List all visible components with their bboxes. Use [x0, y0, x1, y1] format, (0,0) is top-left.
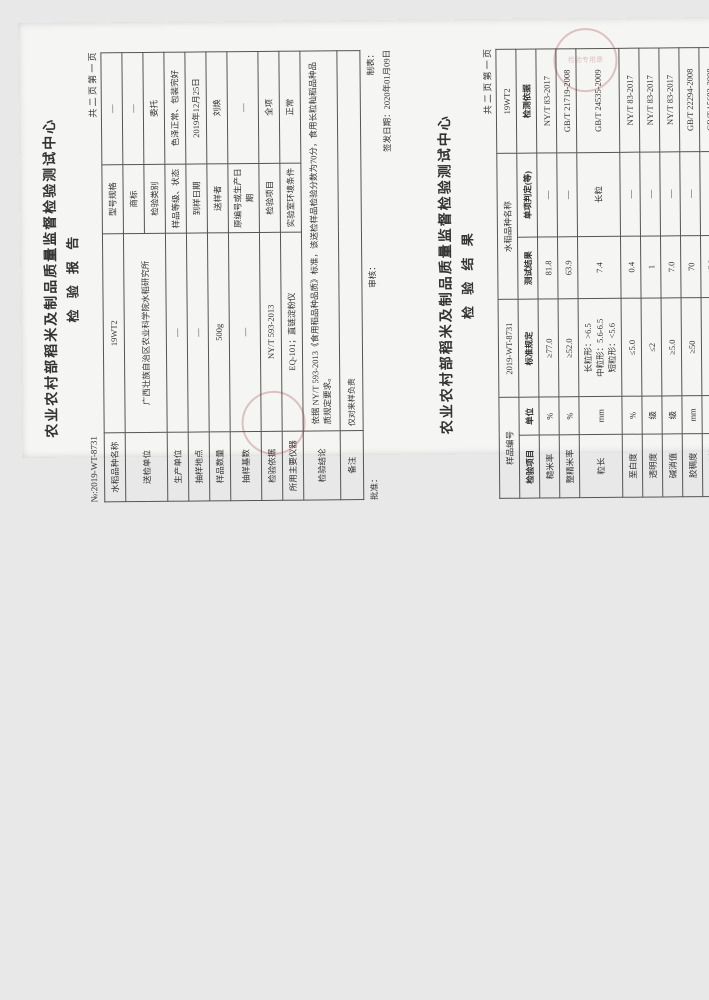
report-page-1: 农业农村部稻米及制品质量监督检验测试中心 检 验 报 告 №:2019-WT-8…: [38, 50, 416, 428]
table-row: 粒长mm长粒形：>6.5 中粒形：5.6-6.5 短粒形：<5.67.4长粒GB…: [576, 48, 623, 497]
doc-title-right: 检 验 结 果: [455, 49, 478, 499]
doc-title-left: 检 验 报 告: [60, 53, 83, 503]
signature-line: 批准： 审核： 制表：: [364, 50, 380, 500]
doc-no: №:2019-WT-8731: [89, 436, 103, 502]
report-meta-table: 水稻品种名称 19WT2 型号规格 — 送检单位 广西壮族自治区农业科学院水稻研…: [100, 50, 364, 502]
results-table: 样品编号 2019-WT-8731 水稻品种名称 19WT2 检验项目 单位 标…: [495, 46, 709, 499]
report-page-2: 农业农村部稻米及制品质量监督检验测试中心 检 验 结 果 共 二 页 第 一 页…: [433, 46, 709, 424]
org-title: 农业农村部稻米及制品质量监督检验测试中心: [38, 53, 62, 503]
page-marker: 共 二 页 第 一 页: [85, 52, 99, 117]
org-title-2: 农业农村部稻米及制品质量监督检验测试中心: [433, 49, 457, 499]
page-marker-2: 共 二 页 第 一 页: [480, 49, 494, 114]
